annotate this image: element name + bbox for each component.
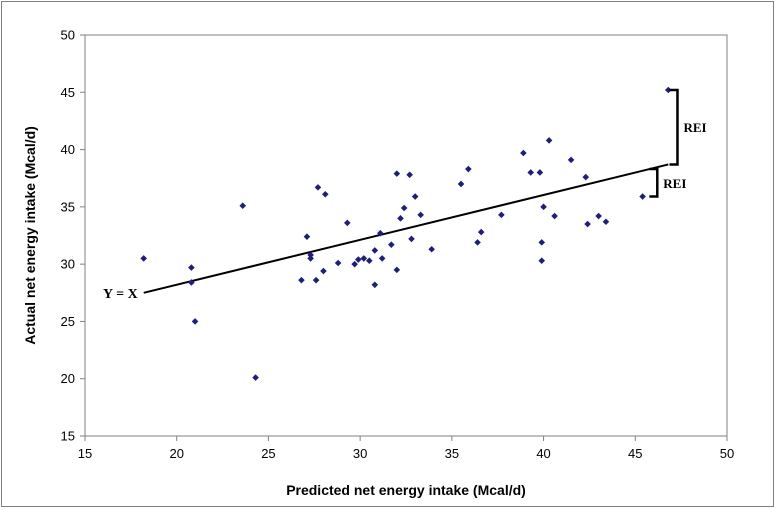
data-point [239, 202, 247, 210]
data-point [474, 239, 481, 246]
data-point [428, 245, 435, 253]
data-point [551, 212, 558, 220]
y-tick-label: 30 [61, 257, 75, 272]
data-point [312, 276, 320, 284]
data-point [371, 281, 379, 289]
data-point [360, 255, 368, 262]
rei-label: REI [683, 120, 706, 135]
data-points [140, 86, 672, 381]
data-point [298, 276, 305, 284]
data-point [540, 203, 547, 211]
x-axis-title: Predicted net energy intake (Mcal/d) [286, 482, 526, 498]
data-point [584, 220, 591, 228]
data-point [477, 228, 485, 236]
plot-area-border [84, 34, 728, 437]
data-point [351, 260, 358, 268]
y-axis-title: Actual net energy intake (Mcal/d) [22, 126, 38, 345]
axes [84, 34, 728, 437]
data-point [639, 193, 646, 200]
y-tick-label: 40 [61, 142, 75, 157]
x-tick-label: 20 [169, 446, 183, 461]
data-point [417, 211, 424, 219]
data-point [377, 229, 384, 237]
data-point [321, 190, 329, 198]
data-point [520, 149, 527, 157]
data-point [538, 257, 546, 265]
data-point [307, 255, 314, 262]
y-tick-label: 15 [61, 429, 75, 444]
reference-line-label: Y = X [103, 287, 138, 302]
data-point [252, 374, 259, 381]
data-point [536, 169, 544, 176]
y-tick-label: 45 [61, 85, 75, 100]
y-tick-label: 20 [61, 371, 75, 386]
data-point [140, 255, 147, 262]
annotations: REI REI [649, 88, 707, 198]
data-point [388, 241, 395, 248]
data-point [393, 170, 401, 177]
data-point [334, 259, 342, 267]
data-point [371, 247, 379, 254]
data-point [191, 318, 199, 325]
x-axis-ticks: 15 20 25 30 35 40 45 50 [78, 436, 734, 461]
data-point [344, 219, 351, 227]
data-point [188, 279, 195, 286]
rei-bracket [649, 167, 659, 198]
data-point [378, 255, 386, 262]
data-point [314, 184, 322, 191]
data-point [527, 169, 535, 176]
data-point [320, 267, 327, 275]
x-tick-label: 15 [78, 446, 92, 461]
reference-line-group: Y = X [103, 163, 669, 302]
data-point [307, 251, 314, 259]
rei-label: REI [663, 176, 686, 191]
data-point [457, 180, 465, 188]
data-point [408, 235, 415, 243]
y-tick-label: 50 [61, 28, 75, 43]
data-point [303, 233, 311, 240]
rei-bracket [669, 88, 679, 166]
data-point [582, 173, 590, 181]
data-point [602, 218, 610, 226]
data-point [538, 239, 546, 246]
x-tick-label: 50 [720, 446, 734, 461]
data-point [355, 256, 362, 263]
data-point [400, 204, 408, 212]
reference-line [143, 163, 669, 294]
data-point [188, 264, 195, 271]
data-point [595, 212, 602, 220]
data-point [366, 257, 373, 265]
x-tick-label: 30 [353, 446, 367, 461]
data-point [567, 156, 575, 164]
data-point [411, 193, 419, 200]
y-tick-label: 35 [61, 199, 75, 214]
data-point [393, 266, 401, 274]
x-tick-label: 25 [261, 446, 275, 461]
data-point [665, 86, 672, 94]
data-point [498, 211, 505, 219]
data-point [465, 165, 472, 173]
data-point [397, 215, 404, 222]
x-tick-label: 35 [445, 446, 459, 461]
data-point [406, 171, 413, 179]
x-tick-label: 45 [628, 446, 642, 461]
x-tick-label: 40 [536, 446, 550, 461]
data-point [545, 137, 553, 144]
y-tick-label: 25 [61, 314, 75, 329]
y-axis-ticks: 15 20 25 30 35 40 45 50 [61, 28, 85, 444]
